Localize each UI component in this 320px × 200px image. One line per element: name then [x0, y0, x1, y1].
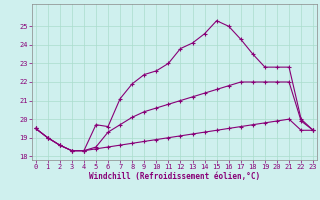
X-axis label: Windchill (Refroidissement éolien,°C): Windchill (Refroidissement éolien,°C) [89, 172, 260, 181]
